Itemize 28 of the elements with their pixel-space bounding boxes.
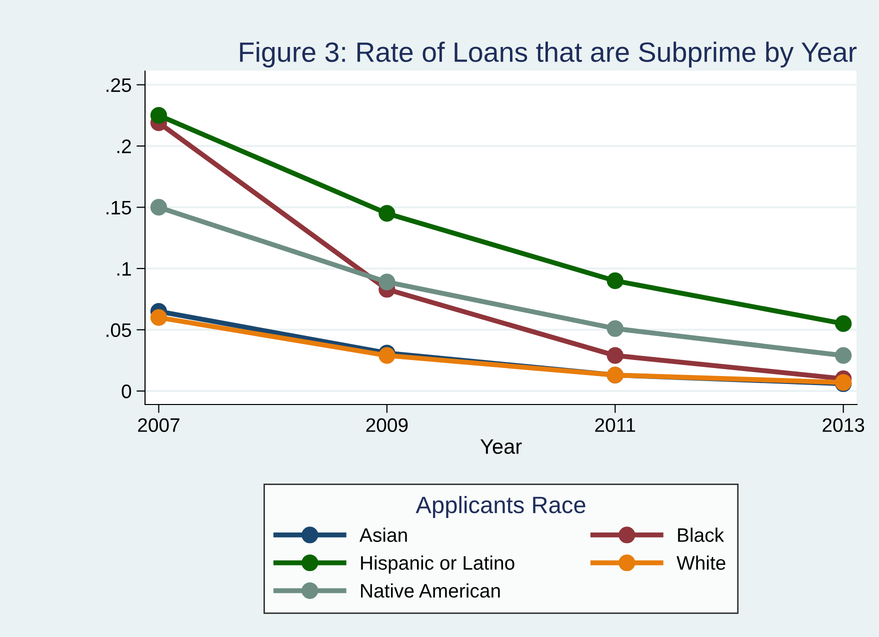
- point: [150, 198, 168, 216]
- y-tick-label: .15: [106, 200, 132, 215]
- legend-label: Black: [678, 528, 724, 542]
- x-tick-label: 2009: [366, 418, 408, 432]
- y-tick-label: .25: [106, 78, 132, 92]
- point: [150, 107, 168, 124]
- legend-label: Native American: [361, 583, 500, 598]
- x-axis-title: Year: [480, 439, 522, 454]
- legend-label: Hispanic or Latino: [361, 556, 514, 574]
- y-tick-label: .1: [117, 262, 131, 276]
- y-tick-label: .05: [106, 323, 132, 338]
- legend-label: White: [676, 556, 726, 570]
- x-tick-label: 2007: [138, 418, 180, 432]
- legend-label: Asian: [360, 528, 407, 542]
- point: [606, 272, 624, 290]
- point: [378, 205, 396, 222]
- x-tick-label: 2013: [822, 418, 864, 432]
- point: [606, 320, 624, 337]
- point: [835, 347, 852, 364]
- y-tick-label: .2: [117, 139, 131, 154]
- legend-title: Applicants Race: [416, 496, 586, 518]
- y-tick-label: 0: [122, 384, 132, 398]
- point: [606, 347, 624, 364]
- chart-title: Figure 3: Rate of Loans that are Subprime by Year: [240, 42, 857, 68]
- point: [150, 309, 168, 326]
- x-tick-label: 2011: [595, 418, 636, 432]
- point: [835, 315, 852, 332]
- point: [378, 274, 396, 290]
